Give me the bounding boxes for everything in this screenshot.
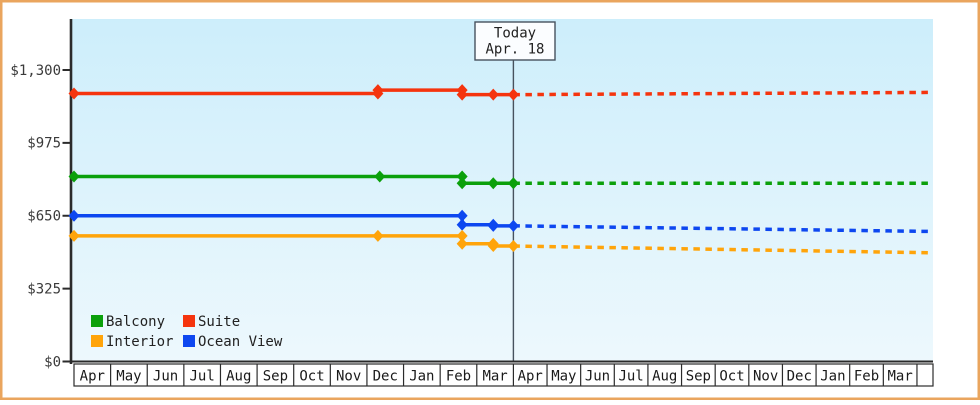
month-row (73, 363, 934, 387)
month-label: Apr (518, 369, 543, 385)
month-label: Jan (409, 369, 434, 385)
ocean-view-price-marker (456, 209, 468, 222)
month-label: May (116, 369, 141, 385)
interior-price-marker (487, 240, 499, 253)
month-label: Jul (618, 369, 643, 385)
today-date-label: Apr. 18 (485, 42, 544, 58)
suite-price-marker (507, 88, 519, 101)
balcony-legend-swatch (91, 315, 103, 327)
month-label: Dec (373, 369, 398, 385)
y-axis-label: $325 (27, 281, 61, 297)
month-label: Sep (686, 369, 711, 385)
interior-price-marker (456, 237, 468, 250)
month-label: Jun (153, 369, 178, 385)
month-label: May (551, 369, 576, 385)
month-label: Feb (854, 369, 879, 385)
today-box (474, 21, 556, 61)
interior-line-projected (513, 244, 929, 255)
month-label: Nov (336, 369, 361, 385)
month-label: Mar (482, 369, 507, 385)
suite-legend-label: Suite (198, 314, 240, 330)
month-label: Apr (80, 369, 105, 385)
month-label: Oct (299, 369, 324, 385)
interior-price-marker (507, 240, 519, 253)
month-label: Jun (585, 369, 610, 385)
axes: $0 $325 $650 $975 $1,300 (10, 19, 933, 370)
month-label: Aug (652, 369, 677, 385)
legend: Balcony Suite Interior Ocean View (91, 314, 283, 350)
price-lines (68, 84, 929, 255)
balcony-price-marker (374, 170, 386, 183)
y-axis-label: $650 (27, 209, 61, 225)
balcony-price-marker (507, 177, 519, 190)
balcony-legend-label: Balcony (106, 314, 165, 330)
interior-price-marker (456, 229, 468, 242)
month-label: Sep (263, 369, 288, 385)
suite-price-marker (456, 88, 468, 101)
y-axis-label: $975 (27, 136, 61, 152)
ocean-view-price-marker (487, 219, 499, 232)
balcony-price-marker (456, 177, 468, 190)
ocean-view-price-marker (456, 218, 468, 231)
suite-legend-swatch (183, 315, 195, 327)
month-label: Feb (446, 369, 471, 385)
month-label: Jan (820, 369, 845, 385)
month-label: Dec (787, 369, 812, 385)
month-axis-row: Apr May Jun Jul Aug Sep Oct Nov Dec Jan Feb Mar Apr M… (73, 363, 934, 387)
interior-price-marker (68, 229, 80, 242)
plot-background (71, 19, 933, 362)
suite-price-marker (372, 84, 384, 97)
y-axis-label: $1,300 (10, 63, 61, 79)
month-label: Jul (190, 369, 215, 385)
suite-price-marker (68, 87, 80, 100)
balcony-price-marker (68, 170, 80, 183)
interior-legend-label: Interior (106, 334, 173, 350)
interior-price-marker (372, 229, 384, 242)
ocean-view-legend-swatch (183, 335, 195, 347)
plot-area (71, 19, 933, 362)
month-label: Nov (753, 369, 778, 385)
ocean-view-legend-label: Ocean View (198, 334, 283, 350)
y-axis-label: $0 (44, 354, 61, 370)
month-label: Aug (226, 369, 251, 385)
balcony-price-marker (487, 177, 499, 190)
suite-price-marker (487, 88, 499, 101)
interior-legend-swatch (91, 335, 103, 347)
suite-line-projected (513, 90, 929, 97)
ocean-view-price-marker (507, 219, 519, 232)
month-label: Oct (719, 369, 744, 385)
ocean-view-line-projected (513, 224, 929, 234)
month-label: Mar (887, 369, 912, 385)
balcony-price-marker (456, 170, 468, 183)
ocean-view-price-marker (68, 209, 80, 222)
today-label: Today (494, 26, 536, 42)
